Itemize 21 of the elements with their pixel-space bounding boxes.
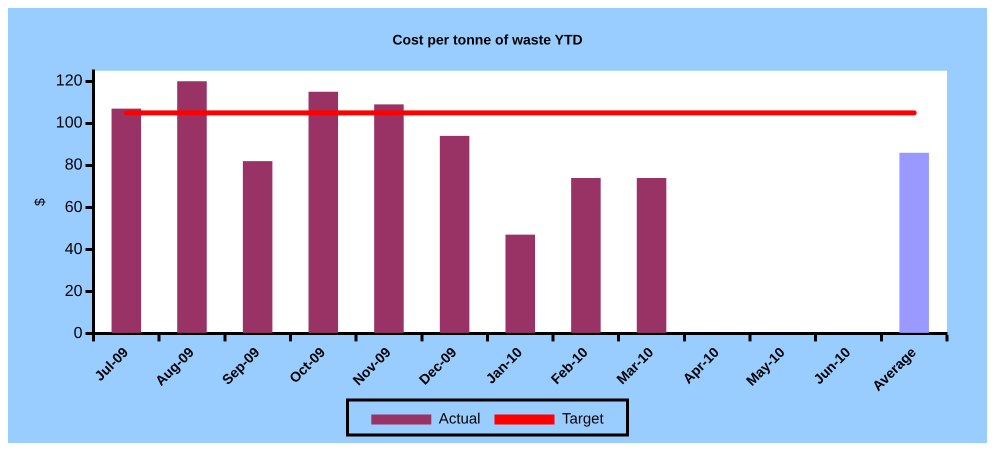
legend-label: Actual: [438, 410, 481, 428]
y-tick-label: 80: [64, 156, 83, 174]
y-tick-label: 100: [56, 114, 83, 132]
bar: [242, 161, 272, 333]
bar: [374, 104, 404, 333]
bar: [899, 152, 929, 333]
bar: [505, 234, 536, 333]
legend-label: Target: [562, 410, 605, 428]
y-tick-label: 40: [64, 240, 83, 258]
bar: [112, 108, 142, 333]
y-axis-title: $: [31, 198, 48, 206]
y-tick-label: 60: [64, 198, 83, 216]
y-tick-label: 0: [74, 324, 83, 342]
bar: [308, 92, 338, 333]
bar: [177, 81, 207, 333]
bar: [636, 178, 666, 333]
chart-title: Cost per tonne of waste YTD: [392, 31, 583, 48]
bar: [440, 136, 470, 333]
y-tick-label: 20: [64, 282, 83, 300]
y-tick-label: 120: [56, 72, 83, 90]
bar: [571, 178, 601, 333]
